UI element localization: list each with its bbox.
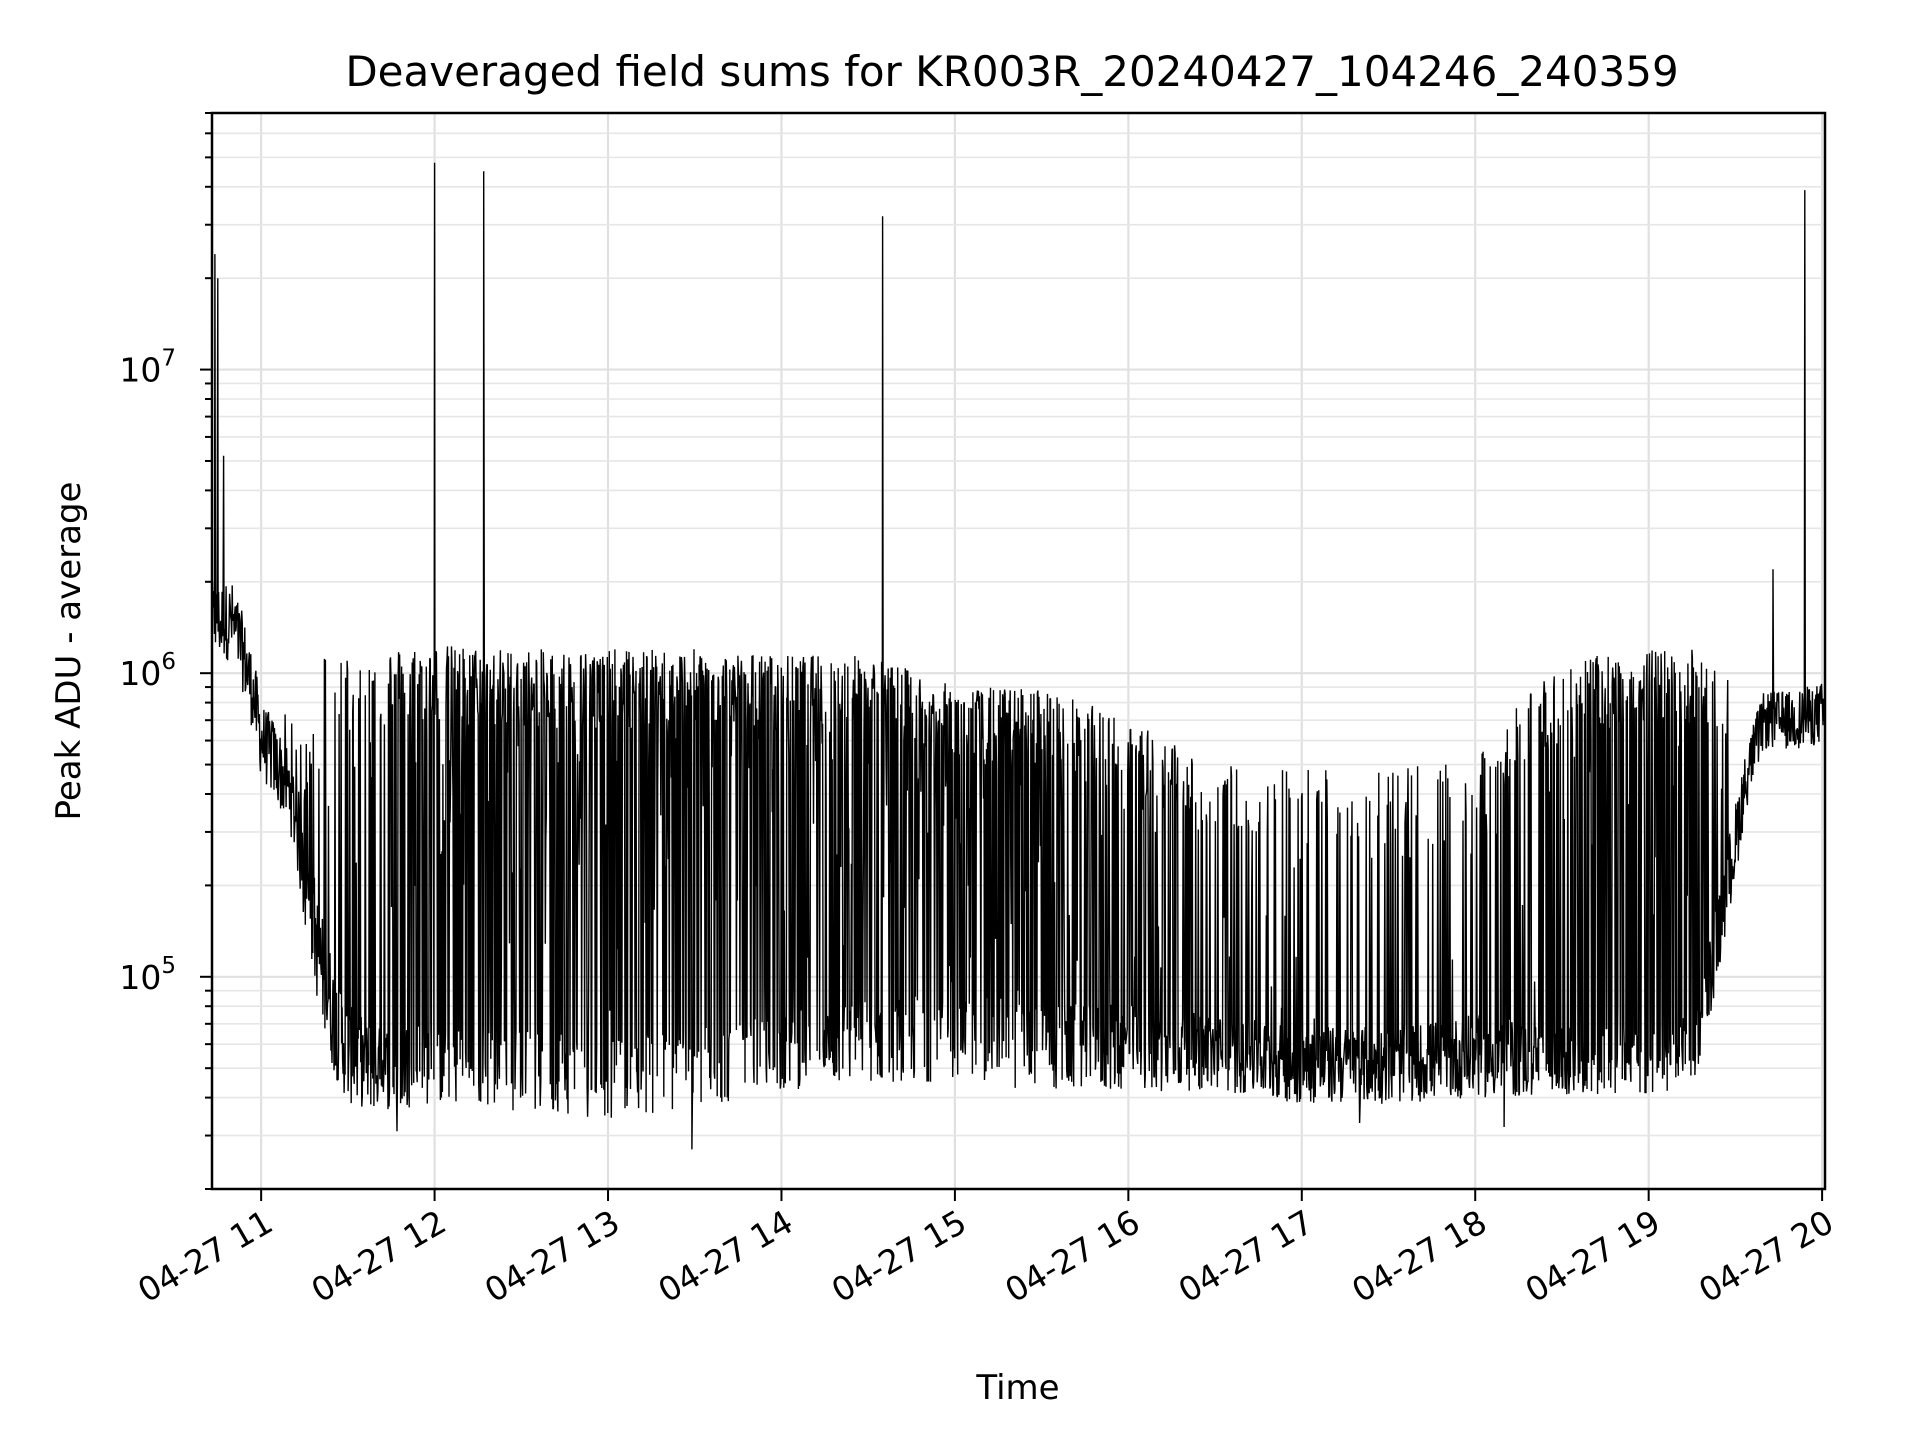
plot-frame — [210, 111, 1827, 1191]
x-axis-label: Time — [975, 1368, 1059, 1408]
x-tick-label: 04-27 15 — [825, 1202, 973, 1310]
x-tick-label: 04-27 18 — [1345, 1202, 1493, 1310]
x-tick-label: 04-27 16 — [998, 1202, 1146, 1310]
x-tick-label: 04-27 19 — [1519, 1202, 1667, 1310]
x-axis: 04-27 11 04-27 12 04-27 13 04-27 14 04-27 15… — [131, 1189, 1840, 1310]
x-tick-label: 04-27 11 — [131, 1202, 279, 1310]
y-tick-label: 107 — [119, 346, 176, 390]
y-axis-label: Peak ADU - average — [49, 482, 89, 821]
x-tick-label: 04-27 20 — [1692, 1202, 1840, 1310]
x-tick-label: 04-27 13 — [478, 1202, 626, 1310]
x-tick-label: 04-27 14 — [651, 1202, 799, 1310]
x-tick-label: 04-27 12 — [305, 1202, 453, 1310]
y-tick-label: 106 — [119, 649, 176, 693]
series-line — [211, 162, 1826, 1150]
y-tick-label: 105 — [119, 953, 176, 997]
y-axis: 105 106 107 — [119, 112, 212, 1190]
chart-title: Deaveraged field sums for KR003R_2024042… — [345, 47, 1678, 96]
x-tick-label: 04-27 17 — [1172, 1202, 1320, 1310]
